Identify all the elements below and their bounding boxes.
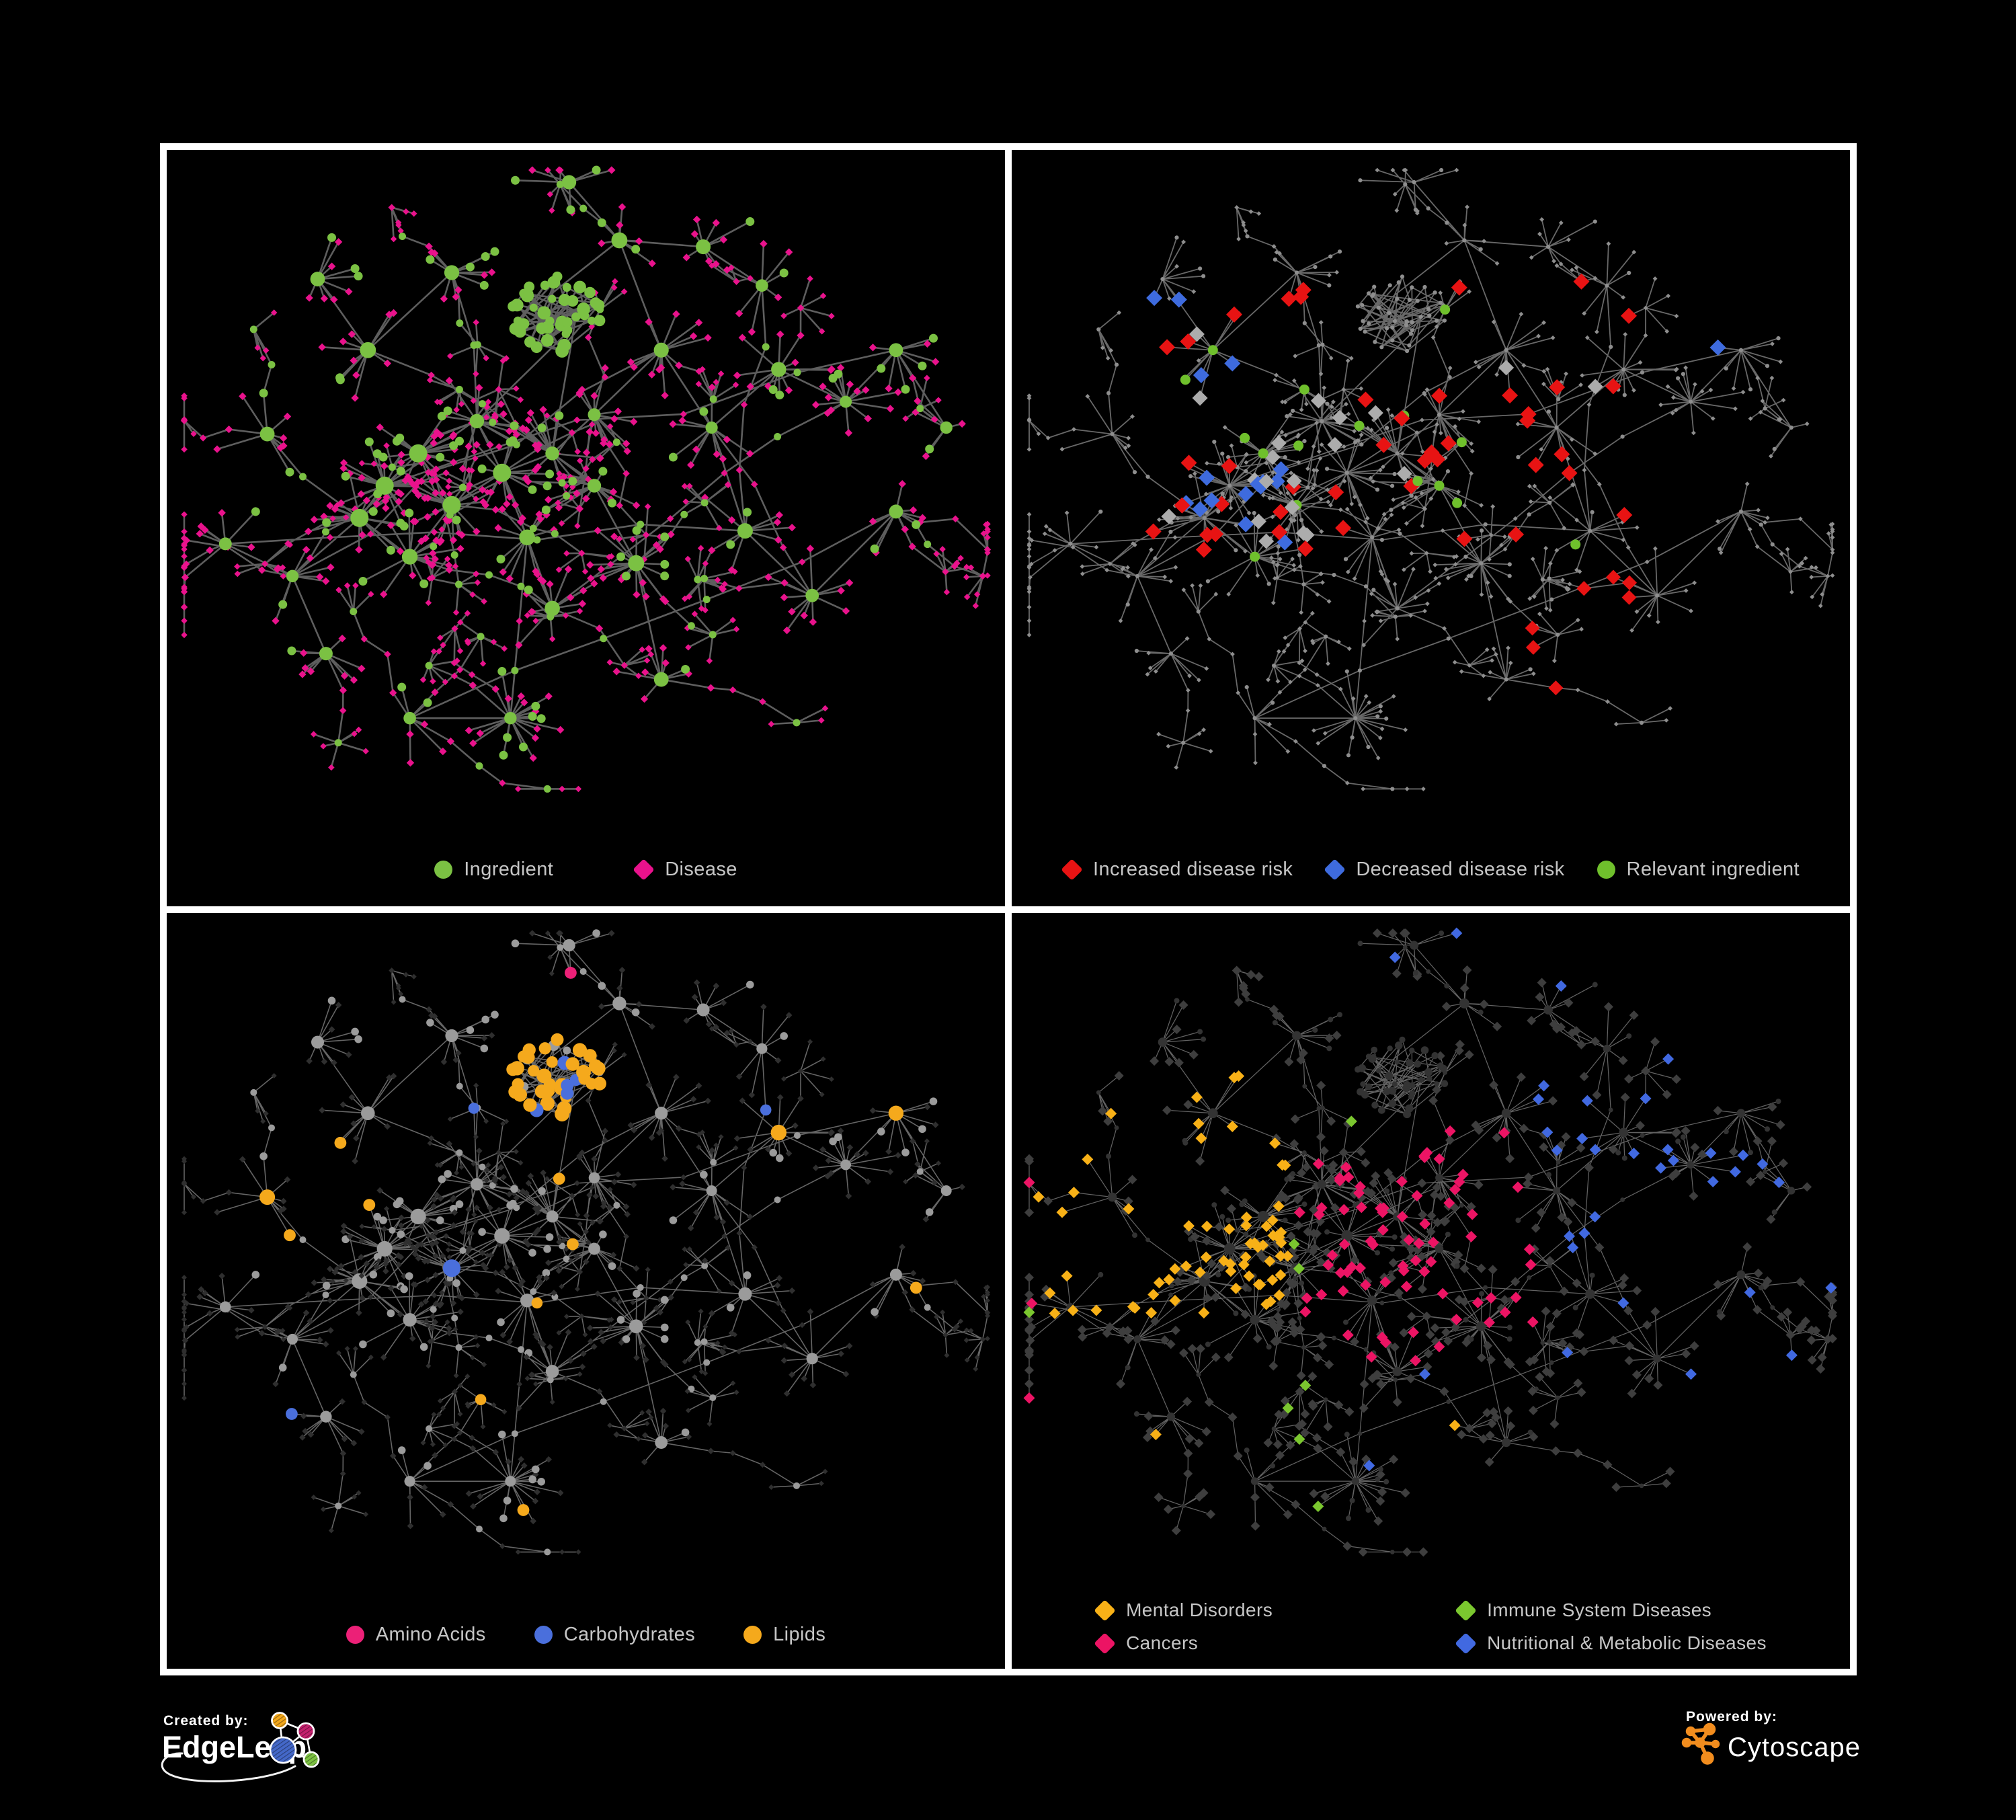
legend-label: Mental Disorders — [1126, 1599, 1273, 1620]
legend-item-amino-acids: Amino Acids — [346, 1624, 486, 1646]
legend-item-ingredient: Ingredient — [434, 859, 553, 881]
legend-label: Nutritional & Metabolic Diseases — [1487, 1632, 1767, 1653]
legend-label: Disease — [665, 858, 737, 880]
legend-item-immune-system-diseases: Immune System Diseases — [1455, 1599, 1767, 1622]
legend-label: Increased disease risk — [1092, 858, 1293, 880]
network-graph-ingredient-disease — [180, 165, 992, 793]
created-by-block: Created by: EdgeLeap — [157, 1706, 358, 1794]
diamond-marker-icon — [1094, 1599, 1116, 1622]
edgeleap-network-icon — [269, 1712, 320, 1768]
circle-marker-icon — [534, 1626, 553, 1644]
panel-disease-risk: Increased disease risk Decreased disease … — [1012, 150, 1850, 906]
cytoscape-network-icon — [1681, 1723, 1720, 1765]
legend-label: Amino Acids — [375, 1624, 486, 1645]
legend-item-disease: Disease — [633, 858, 737, 881]
panel-disease-classes: Mental Disorders Immune System Diseases Ca… — [1012, 912, 1850, 1669]
panel-ingredient-disease: Ingredient Disease — [167, 150, 1005, 906]
cytoscape-brand-text: Cytoscape — [1728, 1733, 1861, 1762]
circle-marker-icon — [346, 1626, 364, 1644]
diamond-marker-icon — [633, 858, 655, 881]
circle-marker-icon — [743, 1626, 762, 1644]
network-graph-disease-risk — [1026, 167, 1835, 791]
network-graph-nutrient-classes — [181, 928, 991, 1555]
legend-label: Relevant ingredient — [1626, 858, 1800, 880]
legend-item-nutritional-metabolic-diseases: Nutritional & Metabolic Diseases — [1455, 1632, 1767, 1655]
edgeleap-logo: Created by: EdgeLeap — [161, 1712, 320, 1782]
circle-marker-icon — [1597, 860, 1615, 879]
legend-item-carbohydrates: Carbohydrates — [534, 1624, 695, 1646]
legend-label: Immune System Diseases — [1487, 1599, 1712, 1620]
edgeleap-swoosh — [161, 1752, 296, 1782]
legend-disease-classes: Mental Disorders Immune System Diseases Ca… — [1012, 1599, 1850, 1655]
legend-item-relevant-ingredient: Relevant ingredient — [1597, 859, 1800, 881]
created-by-label: Created by: — [163, 1713, 249, 1729]
circle-marker-icon — [434, 860, 453, 879]
diamond-marker-icon — [1094, 1632, 1116, 1655]
legend-item-decreased-disease-risk: Decreased disease risk — [1324, 858, 1565, 881]
legend-label: Ingredient — [464, 858, 554, 880]
powered-by-block: Powered by: Cytoscape — [1681, 1706, 1876, 1777]
legend-nutrient-classes: Amino Acids Carbohydrates Lipids — [167, 1624, 1005, 1646]
legend-label: Cancers — [1126, 1632, 1199, 1653]
panel-nutrient-classes: Amino Acids Carbohydrates Lipids — [167, 912, 1005, 1669]
panel-grid: Ingredient Disease Increased disease risk… — [160, 143, 1857, 1675]
legend-label: Carbohydrates — [563, 1624, 696, 1645]
diamond-marker-icon — [1324, 858, 1346, 881]
powered-by-label: Powered by: — [1686, 1709, 1777, 1725]
legend-disease-risk: Increased disease risk Decreased disease … — [1012, 859, 1850, 881]
diamond-marker-icon — [1455, 1632, 1477, 1655]
cytoscape-logo: Powered by: Cytoscape — [1681, 1709, 1861, 1765]
legend-item-cancers: Cancers — [1094, 1632, 1411, 1655]
legend-item-lipids: Lipids — [743, 1624, 825, 1646]
legend-label: Decreased disease risk — [1356, 858, 1565, 880]
diamond-marker-icon — [1061, 858, 1083, 881]
diamond-marker-icon — [1455, 1599, 1477, 1622]
legend-ingredient-disease: Ingredient Disease — [167, 859, 1005, 881]
network-graph-disease-classes — [1023, 927, 1837, 1556]
legend-item-mental-disorders: Mental Disorders — [1094, 1599, 1411, 1622]
legend-label: Lipids — [773, 1624, 826, 1645]
legend-item-increased-disease-risk: Increased disease risk — [1061, 858, 1293, 881]
